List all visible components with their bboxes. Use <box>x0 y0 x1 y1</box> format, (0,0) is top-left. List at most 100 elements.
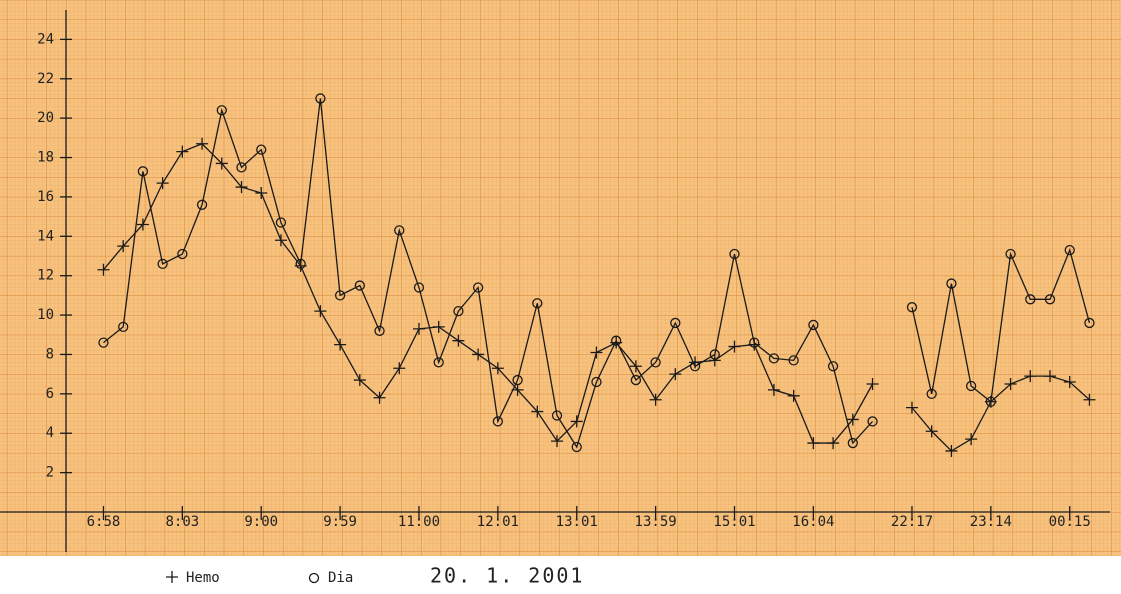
point-plus <box>393 362 406 375</box>
x-tick-label: 9:59 <box>323 514 357 530</box>
legend-label: Hemo <box>186 570 220 586</box>
point-plus <box>334 338 347 351</box>
point-circle <box>315 93 326 104</box>
point-circle <box>512 374 523 386</box>
point-circle <box>1025 294 1036 305</box>
point-plus <box>1004 378 1017 390</box>
point-plus <box>590 346 603 359</box>
point-plus <box>491 362 504 375</box>
y-tick-label: 14 <box>37 228 54 244</box>
point-circle <box>394 225 405 236</box>
point-circle <box>965 380 977 392</box>
y-tick-label: 12 <box>37 268 54 284</box>
point-plus <box>472 348 485 361</box>
y-tick-label: 6 <box>46 386 54 402</box>
point-plus <box>432 320 445 333</box>
y-tick-label: 10 <box>37 307 54 323</box>
point-circle <box>1084 317 1095 329</box>
x-tick-label: 12:01 <box>477 514 519 530</box>
y-tick-label: 4 <box>46 425 54 441</box>
point-plus <box>176 145 189 158</box>
x-tick-label: 11:00 <box>398 514 440 530</box>
x-tick-label: 15:01 <box>713 514 755 530</box>
point-circle <box>472 282 484 293</box>
point-circle <box>334 290 346 301</box>
point-plus <box>846 413 859 426</box>
point-plus <box>807 437 820 450</box>
point-circle <box>611 335 622 346</box>
point-plus <box>255 186 268 199</box>
point-circle <box>926 388 937 399</box>
point-plus <box>669 368 682 381</box>
point-plus <box>787 389 800 402</box>
y-tick-label: 2 <box>46 465 54 481</box>
x-tick-label: 23:14 <box>970 514 1012 530</box>
point-plus <box>531 405 544 418</box>
y-tick-label: 8 <box>46 346 54 362</box>
point-plus <box>156 177 169 190</box>
y-tick-label: 18 <box>37 150 54 166</box>
point-plus <box>215 157 228 170</box>
point-circle <box>768 353 780 364</box>
point-circle <box>354 280 365 291</box>
point-circle <box>827 361 839 372</box>
legend-circle <box>308 572 320 584</box>
point-circle <box>729 248 740 260</box>
point-circle <box>1005 248 1016 260</box>
point-circle <box>256 144 267 155</box>
point-plus <box>1063 376 1076 389</box>
point-circle <box>788 355 799 366</box>
point-plus <box>353 374 366 387</box>
point-plus <box>274 234 287 247</box>
x-tick-label: 00:15 <box>1049 514 1091 530</box>
x-tick-label: 13:01 <box>556 514 598 530</box>
point-circle <box>808 319 819 331</box>
legend: Hemo Dia 20. 1. 2001 <box>166 564 584 588</box>
point-plus <box>373 391 386 404</box>
point-circle <box>1044 294 1056 305</box>
bold-grid <box>0 0 1121 556</box>
point-plus <box>412 322 425 335</box>
point-plus <box>905 401 918 414</box>
point-circle <box>946 278 957 289</box>
point-plus <box>649 393 662 406</box>
point-circle <box>137 166 149 177</box>
y-tick-label: 16 <box>37 189 54 205</box>
point-circle <box>275 217 287 228</box>
point-plus <box>767 383 780 396</box>
point-plus <box>136 218 149 231</box>
point-circle <box>374 325 385 336</box>
point-circle <box>847 437 858 449</box>
point-circle <box>670 317 681 329</box>
point-circle <box>551 410 563 421</box>
point-circle <box>532 298 543 309</box>
point-circle <box>749 337 760 348</box>
series-line <box>102 142 1090 452</box>
point-circle <box>98 337 109 348</box>
point-circle <box>1064 244 1075 256</box>
chart-date: 20. 1. 2001 <box>430 564 584 588</box>
legend-plus <box>166 571 178 583</box>
point-plus <box>1083 393 1096 406</box>
point-plus <box>827 437 840 450</box>
x-tick-label: 8:03 <box>165 514 199 530</box>
point-plus <box>551 435 564 448</box>
point-circle <box>571 441 582 453</box>
point-circle <box>177 248 188 260</box>
point-circle <box>413 282 425 293</box>
point-plus <box>97 263 110 276</box>
point-circle <box>650 357 661 368</box>
point-circle <box>630 374 642 386</box>
point-plus <box>925 425 938 438</box>
point-circle <box>867 416 878 427</box>
point-plus <box>965 433 978 446</box>
point-circle <box>591 376 602 388</box>
point-plus <box>235 181 248 194</box>
point-plus <box>570 415 583 428</box>
point-plus <box>117 240 130 253</box>
point-circle <box>157 258 168 270</box>
x-tick-label: 22:17 <box>891 514 933 530</box>
series-line <box>103 98 1091 449</box>
x-tick-label: 16:04 <box>792 514 834 530</box>
point-plus <box>452 334 465 347</box>
